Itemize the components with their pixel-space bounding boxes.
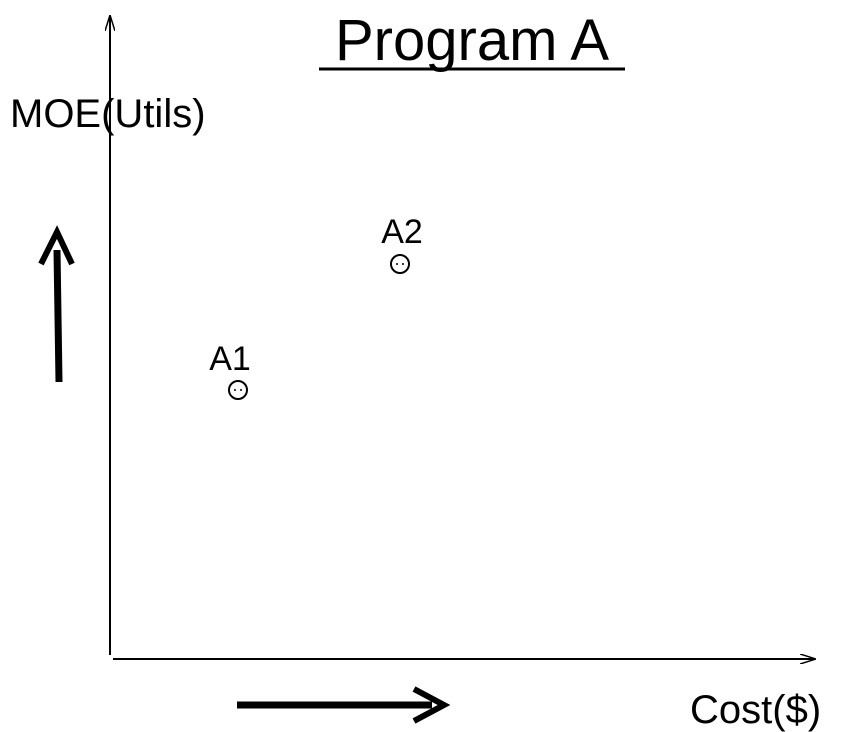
x-axis-label: Cost($) <box>690 688 821 732</box>
y-axis-label: MOE(Utils) <box>10 92 206 136</box>
increase-right-arrow-icon <box>237 686 451 724</box>
increase-up-arrow-icon <box>38 225 75 383</box>
diagram-title: Program A <box>335 8 609 73</box>
point-label-a2: A2 <box>381 213 423 251</box>
data-point-a2 <box>390 254 410 274</box>
data-point-a1 <box>228 380 248 400</box>
point-label-a1: A1 <box>209 340 251 378</box>
